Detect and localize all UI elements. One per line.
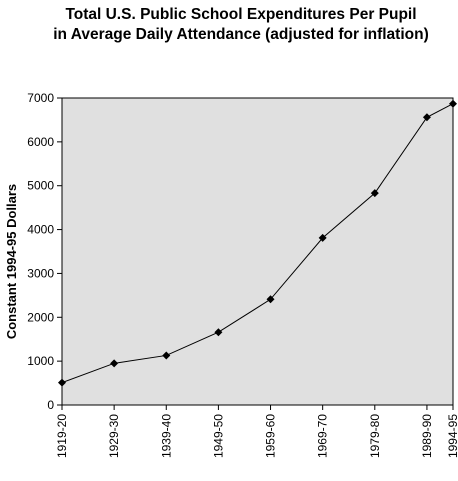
- y-tick-label: 6000: [27, 135, 54, 149]
- data-point-1939-40: [162, 351, 171, 360]
- y-tick-label: 3000: [27, 266, 54, 280]
- x-tick-label: 1994-95: [446, 414, 458, 458]
- x-tick-label: 1949-50: [211, 414, 225, 458]
- y-tick-label: 5000: [27, 179, 54, 193]
- data-point-1919-20: [58, 378, 66, 387]
- x-tick-label: 1919-20: [55, 414, 69, 458]
- y-tick-label: 7000: [27, 91, 54, 105]
- y-tick-label: 2000: [27, 310, 54, 324]
- y-tick-label: 0: [47, 398, 54, 412]
- chart-title-line-2: in Average Daily Attendance (adjusted fo…: [53, 26, 429, 43]
- data-point-1979-80: [370, 189, 379, 198]
- x-tick-label: 1959-60: [264, 414, 278, 458]
- data-point-1989-90: [422, 113, 431, 122]
- y-tick-label: 1000: [27, 354, 54, 368]
- data-point-1929-30: [110, 359, 119, 368]
- y-tick-label: 4000: [27, 223, 54, 237]
- data-point-1994-95: [449, 99, 457, 108]
- x-tick-label: 1929-30: [107, 414, 121, 458]
- data-point-1949-50: [214, 328, 223, 337]
- plot-area: [61, 97, 454, 406]
- x-tick-label: 1969-70: [316, 414, 330, 458]
- data-point-1959-60: [266, 295, 275, 304]
- data-point-1969-70: [318, 233, 327, 242]
- chart-title-line-1: Total U.S. Public School Expenditures Pe…: [65, 6, 417, 23]
- x-tick-label: 1939-40: [159, 414, 173, 458]
- x-tick-label: 1979-80: [368, 414, 382, 458]
- y-axis-label: Constant 1994-95 Dollars: [4, 184, 19, 339]
- x-tick-label: 1989-90: [420, 414, 434, 458]
